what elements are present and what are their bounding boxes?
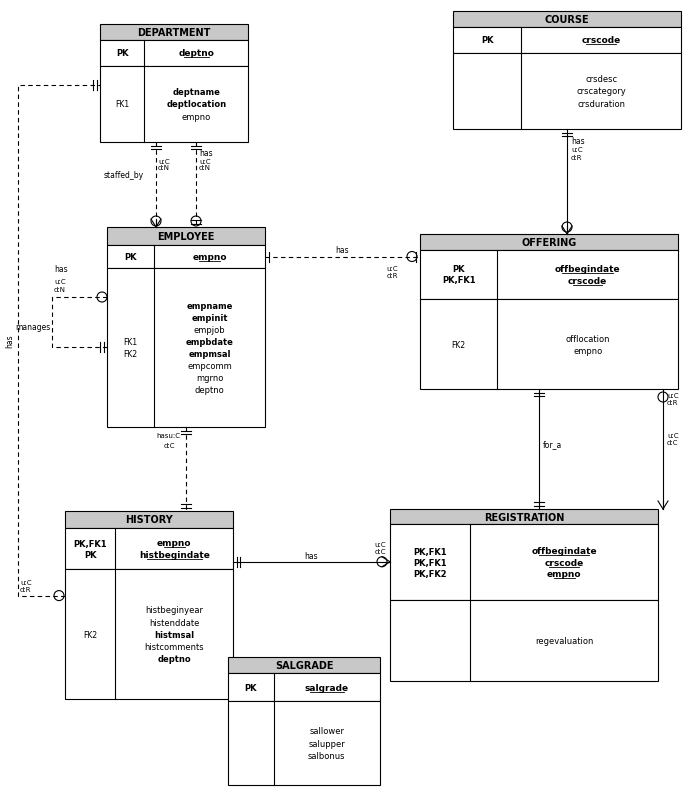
- Text: sallower: sallower: [309, 727, 344, 735]
- Text: has: has: [571, 137, 584, 146]
- Text: offbegindate: offbegindate: [555, 265, 620, 273]
- Text: empjob: empjob: [194, 326, 226, 334]
- Text: PK: PK: [124, 253, 137, 261]
- Text: salgrade: salgrade: [305, 683, 349, 691]
- Text: u:C
d:N: u:C d:N: [54, 279, 66, 292]
- Text: histcomments: histcomments: [144, 642, 204, 651]
- Bar: [65, 529, 233, 569]
- Bar: [228, 701, 380, 785]
- Text: u:C
d:N: u:C d:N: [199, 158, 211, 172]
- Text: FK2: FK2: [452, 340, 466, 349]
- Bar: [65, 569, 233, 699]
- Text: crscode: crscode: [582, 36, 621, 46]
- Text: u:C
d:N: u:C d:N: [158, 158, 170, 172]
- Text: deptno: deptno: [178, 50, 214, 59]
- Text: PK: PK: [481, 36, 493, 46]
- Bar: [453, 12, 681, 28]
- Text: empno: empno: [193, 253, 227, 261]
- Text: crscode: crscode: [544, 558, 584, 567]
- Text: u:C
d:C: u:C d:C: [667, 433, 679, 446]
- Text: crsdesc: crsdesc: [585, 75, 618, 84]
- Text: empno: empno: [573, 346, 602, 355]
- Text: for_a: for_a: [543, 440, 562, 449]
- Text: FK1
FK2: FK1 FK2: [124, 338, 138, 358]
- Text: u:C
d:R: u:C d:R: [571, 148, 582, 160]
- Bar: [453, 28, 681, 54]
- Text: empcomm: empcomm: [187, 362, 232, 371]
- Text: deptno: deptno: [195, 386, 224, 395]
- Text: has: has: [199, 148, 213, 157]
- Text: histbeginyear: histbeginyear: [145, 606, 203, 614]
- Text: empmsal: empmsal: [188, 350, 231, 358]
- Text: crscode: crscode: [568, 276, 607, 286]
- Bar: [228, 657, 380, 673]
- Bar: [228, 673, 380, 701]
- Text: PK: PK: [116, 50, 128, 59]
- Text: histenddate: histenddate: [149, 618, 199, 627]
- Text: SALGRADE: SALGRADE: [275, 660, 333, 670]
- Text: has: has: [305, 552, 318, 561]
- Text: d:C: d:C: [164, 443, 175, 448]
- Text: u:C
d:R: u:C d:R: [386, 265, 398, 278]
- Bar: [100, 25, 248, 41]
- Text: empinit: empinit: [191, 314, 228, 322]
- Text: EMPLOYEE: EMPLOYEE: [157, 232, 215, 241]
- Text: HISTORY: HISTORY: [125, 515, 173, 525]
- Text: empno: empno: [181, 112, 211, 121]
- Bar: [420, 300, 678, 390]
- Text: u:C
d:C: u:C d:C: [374, 541, 386, 554]
- Bar: [420, 250, 678, 300]
- Text: empno: empno: [157, 539, 191, 548]
- Text: OFFERING: OFFERING: [522, 237, 577, 248]
- Text: PK: PK: [244, 683, 257, 691]
- Text: crsduration: crsduration: [578, 99, 625, 108]
- Text: deptname: deptname: [172, 88, 220, 97]
- Text: FK2: FK2: [83, 630, 97, 639]
- Text: regevaluation: regevaluation: [535, 636, 593, 646]
- Bar: [390, 509, 658, 525]
- Text: empname: empname: [186, 302, 233, 310]
- Text: has: has: [336, 245, 349, 255]
- Text: manages: manages: [14, 323, 50, 332]
- Text: deptno: deptno: [157, 654, 191, 663]
- Text: DEPARTMENT: DEPARTMENT: [137, 28, 210, 38]
- Text: salupper: salupper: [308, 739, 345, 747]
- Text: has: has: [6, 334, 14, 348]
- Text: hasu:C: hasu:C: [156, 432, 180, 439]
- Bar: [100, 41, 248, 67]
- Text: empbdate: empbdate: [186, 338, 234, 346]
- Text: empno: empno: [547, 569, 582, 579]
- Text: PK
PK,FK1: PK PK,FK1: [442, 265, 475, 285]
- Text: staffed_by: staffed_by: [104, 170, 144, 180]
- Text: crscategory: crscategory: [576, 87, 626, 96]
- Text: mgrno: mgrno: [196, 374, 224, 383]
- Text: u:C
d:R: u:C d:R: [667, 393, 679, 406]
- Bar: [65, 512, 233, 529]
- Text: FK1: FK1: [115, 100, 129, 109]
- Text: has: has: [54, 265, 68, 274]
- Text: offlocation: offlocation: [565, 334, 610, 343]
- Bar: [390, 601, 658, 681]
- Text: u:C
d:R: u:C d:R: [20, 579, 32, 593]
- Bar: [390, 525, 658, 601]
- Bar: [420, 235, 678, 250]
- Bar: [453, 54, 681, 130]
- Text: COURSE: COURSE: [544, 15, 589, 25]
- Text: PK,FK1
PK: PK,FK1 PK: [73, 539, 107, 559]
- Bar: [107, 245, 265, 269]
- Text: deptlocation: deptlocation: [166, 100, 226, 109]
- Bar: [100, 67, 248, 143]
- Text: offbegindate: offbegindate: [531, 546, 597, 556]
- Text: salbonus: salbonus: [308, 751, 346, 759]
- Text: histmsal: histmsal: [154, 630, 195, 639]
- Text: PK,FK1
PK,FK1
PK,FK2: PK,FK1 PK,FK1 PK,FK2: [413, 547, 447, 578]
- Bar: [107, 269, 265, 427]
- Text: REGISTRATION: REGISTRATION: [484, 512, 564, 522]
- Bar: [107, 228, 265, 245]
- Text: histbegindate: histbegindate: [139, 550, 210, 559]
